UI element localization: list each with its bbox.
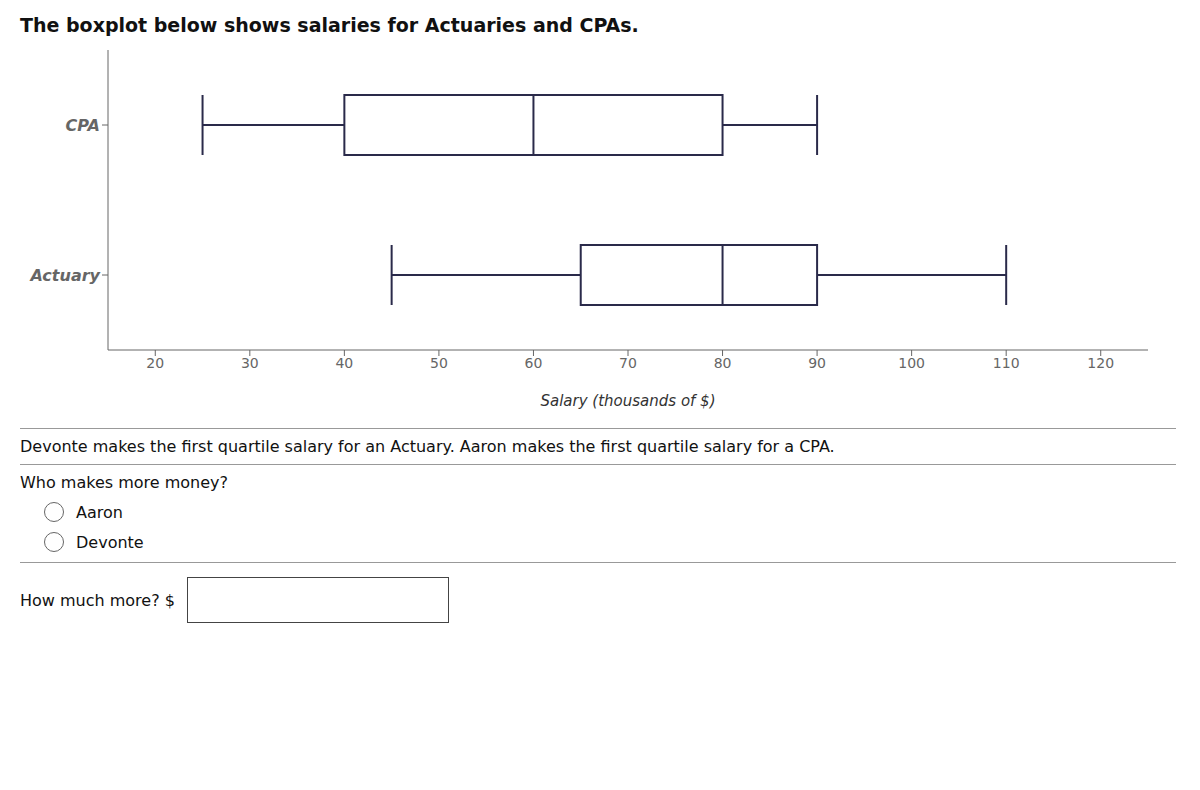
svg-text:Salary (thousands of $): Salary (thousands of $) — [540, 392, 715, 410]
svg-text:CPA: CPA — [66, 116, 100, 135]
svg-text:110: 110 — [993, 355, 1020, 371]
svg-text:40: 40 — [335, 355, 353, 371]
html-text:Devonte makes the first quarti: Devonte makes the first quartile salary … — [20, 437, 835, 456]
html-text:Devonte: Devonte — [76, 532, 144, 552]
html-text:The boxplot below shows salari: The boxplot below shows salaries for Act… — [20, 14, 639, 36]
svg-text:Actuary: Actuary — [28, 266, 100, 285]
html-text:How much more? $: How much more? $ — [20, 590, 175, 610]
svg-text:80: 80 — [714, 355, 732, 371]
svg-text:50: 50 — [430, 355, 448, 371]
svg-text:30: 30 — [241, 355, 259, 371]
svg-text:20: 20 — [146, 355, 164, 371]
svg-text:100: 100 — [898, 355, 925, 371]
svg-text:60: 60 — [525, 355, 543, 371]
svg-text:70: 70 — [619, 355, 637, 371]
html-text:Aaron: Aaron — [76, 502, 123, 522]
html-text:Who makes more money?: Who makes more money? — [20, 473, 228, 492]
svg-text:120: 120 — [1087, 355, 1114, 371]
svg-text:90: 90 — [808, 355, 826, 371]
